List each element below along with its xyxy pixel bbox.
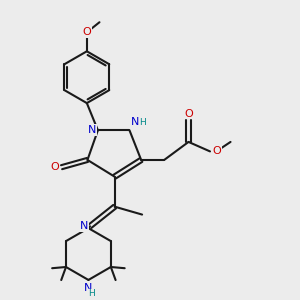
Text: H: H (88, 289, 95, 298)
Text: O: O (50, 162, 59, 172)
Text: O: O (82, 27, 91, 37)
Text: N: N (84, 283, 93, 292)
Text: N: N (131, 117, 139, 127)
Text: N: N (87, 125, 96, 135)
Text: O: O (184, 109, 193, 118)
Text: H: H (140, 118, 146, 127)
Text: N: N (80, 221, 88, 231)
Text: O: O (212, 146, 221, 156)
